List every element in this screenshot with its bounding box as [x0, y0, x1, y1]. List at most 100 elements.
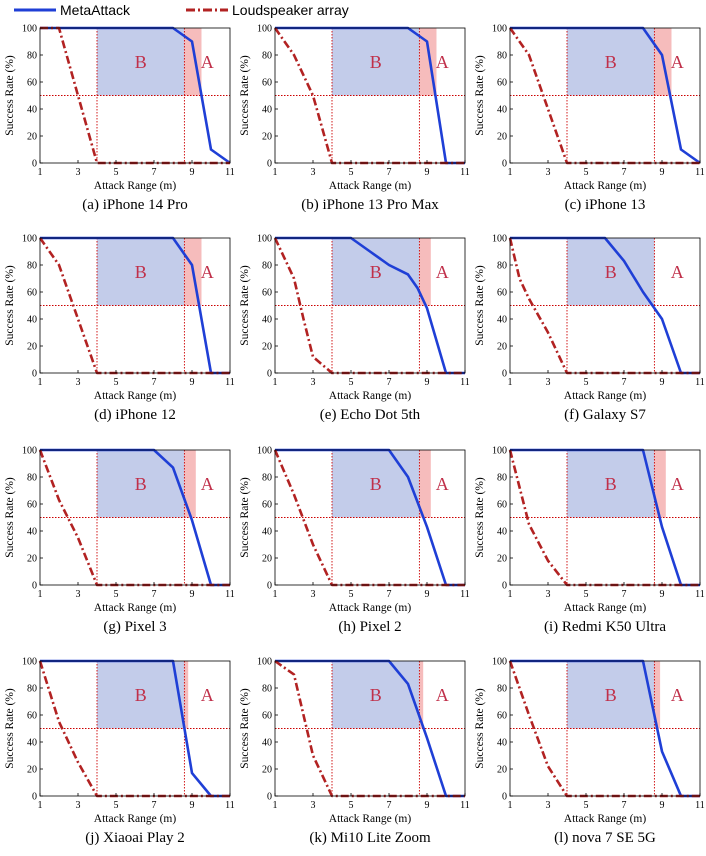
x-tick-label: 7: [387, 800, 392, 811]
x-tick-label: 5: [584, 800, 589, 811]
series-loudspeaker-array: [508, 27, 700, 165]
y-tick-label: 100: [492, 24, 507, 35]
x-tick-label: 9: [425, 589, 430, 600]
chart-panel-8: B A 1 3 5 7 9 11 0 20 40 60 80 100 Attack Range (m) Suc…: [239, 446, 470, 636]
region-a-label: A: [671, 52, 684, 72]
x-tick-label: 5: [114, 167, 119, 178]
panel-caption: (f) Galaxy S7: [564, 407, 646, 423]
x-tick-label: 9: [190, 167, 195, 178]
axes-frame: [39, 27, 231, 164]
x-axis-label: Attack Range (m): [94, 180, 177, 192]
y-tick-label: 0: [267, 159, 272, 170]
x-tick-label: 11: [695, 589, 705, 600]
region-a-label: A: [436, 685, 449, 705]
y-tick-label: 80: [27, 261, 37, 272]
region-b-label: B: [135, 262, 147, 282]
x-tick-label: 1: [38, 167, 43, 178]
x-tick-label: 1: [38, 589, 43, 600]
x-tick-label: 1: [38, 800, 43, 811]
x-tick-label: 9: [660, 377, 665, 388]
y-tick-label: 40: [497, 527, 507, 538]
x-tick-label: 11: [460, 167, 470, 178]
panel-caption: (c) iPhone 13: [565, 197, 646, 213]
region-b: [567, 661, 655, 729]
x-tick-label: 3: [76, 377, 81, 388]
region-b-label: B: [135, 685, 147, 705]
region-a: [419, 238, 431, 306]
x-tick-label: 1: [273, 800, 278, 811]
region-a-label: A: [436, 474, 449, 494]
y-tick-label: 100: [257, 234, 272, 245]
x-axis-label: Attack Range (m): [329, 180, 412, 192]
y-tick-label: 40: [27, 105, 37, 116]
chart-panel-2: B A 1 3 5 7 9 11 0 20 40 60 80 100 Attack Range (m) Suc…: [239, 24, 470, 214]
x-tick-label: 7: [152, 589, 157, 600]
x-tick-label: 5: [349, 377, 354, 388]
y-tick-label: 20: [27, 342, 37, 353]
y-tick-label: 40: [262, 315, 272, 326]
region-b-label: B: [605, 685, 617, 705]
x-axis-label: Attack Range (m): [94, 390, 177, 402]
legend-label-loud: Loudspeaker array: [232, 2, 349, 18]
region-b-label: B: [370, 52, 382, 72]
y-tick-label: 0: [502, 792, 507, 803]
y-axis-label: Success Rate (%): [4, 265, 16, 346]
y-tick-label: 100: [257, 657, 272, 668]
axes-frame: [509, 660, 701, 797]
y-tick-label: 40: [497, 105, 507, 116]
region-a: [419, 450, 431, 518]
x-tick-label: 11: [225, 377, 235, 388]
y-tick-label: 80: [27, 684, 37, 695]
x-axis-label: Attack Range (m): [564, 813, 647, 825]
region-b-label: B: [370, 262, 382, 282]
y-tick-label: 80: [497, 261, 507, 272]
region-a: [419, 661, 424, 729]
region-b-label: B: [605, 262, 617, 282]
x-tick-label: 11: [695, 800, 705, 811]
y-tick-label: 80: [27, 473, 37, 484]
y-axis-label: Success Rate (%): [4, 55, 16, 136]
x-tick-label: 11: [460, 589, 470, 600]
y-tick-label: 60: [497, 500, 507, 511]
region-a-label: A: [671, 685, 684, 705]
region-a: [654, 661, 661, 729]
y-tick-label: 60: [497, 288, 507, 299]
y-tick-label: 100: [492, 657, 507, 668]
x-tick-label: 7: [622, 589, 627, 600]
chart-panel-7: B A 1 3 5 7 9 11 0 20 40 60 80 100 Attack Range (m) Suc…: [4, 446, 235, 636]
panel-caption: (a) iPhone 14 Pro: [82, 197, 187, 213]
x-tick-label: 3: [76, 800, 81, 811]
chart-legend: MetaAttack Loudspeaker array: [14, 2, 349, 18]
y-tick-label: 0: [32, 369, 37, 380]
x-tick-label: 3: [311, 589, 316, 600]
region-b: [97, 28, 185, 96]
y-tick-label: 40: [262, 527, 272, 538]
x-tick-label: 3: [546, 377, 551, 388]
y-tick-label: 100: [492, 234, 507, 245]
y-axis-label: Success Rate (%): [239, 688, 251, 769]
x-tick-label: 7: [622, 800, 627, 811]
region-a-label: A: [671, 262, 684, 282]
y-tick-label: 60: [27, 500, 37, 511]
x-tick-label: 5: [114, 377, 119, 388]
y-tick-label: 60: [27, 78, 37, 89]
x-tick-label: 3: [76, 589, 81, 600]
y-tick-label: 100: [22, 24, 37, 35]
x-tick-label: 1: [508, 589, 513, 600]
region-a-label: A: [201, 52, 214, 72]
y-tick-label: 100: [492, 446, 507, 457]
x-tick-label: 5: [349, 167, 354, 178]
y-tick-label: 0: [32, 792, 37, 803]
x-tick-label: 5: [584, 377, 589, 388]
y-tick-label: 40: [497, 315, 507, 326]
x-tick-label: 9: [425, 377, 430, 388]
y-tick-label: 100: [22, 234, 37, 245]
x-axis-label: Attack Range (m): [329, 813, 412, 825]
y-tick-label: 100: [257, 24, 272, 35]
axes-frame: [274, 237, 466, 374]
y-tick-label: 20: [497, 132, 507, 143]
region-b: [567, 238, 655, 306]
y-axis-label: Success Rate (%): [474, 477, 486, 558]
x-tick-label: 11: [225, 800, 235, 811]
y-tick-label: 0: [502, 581, 507, 592]
